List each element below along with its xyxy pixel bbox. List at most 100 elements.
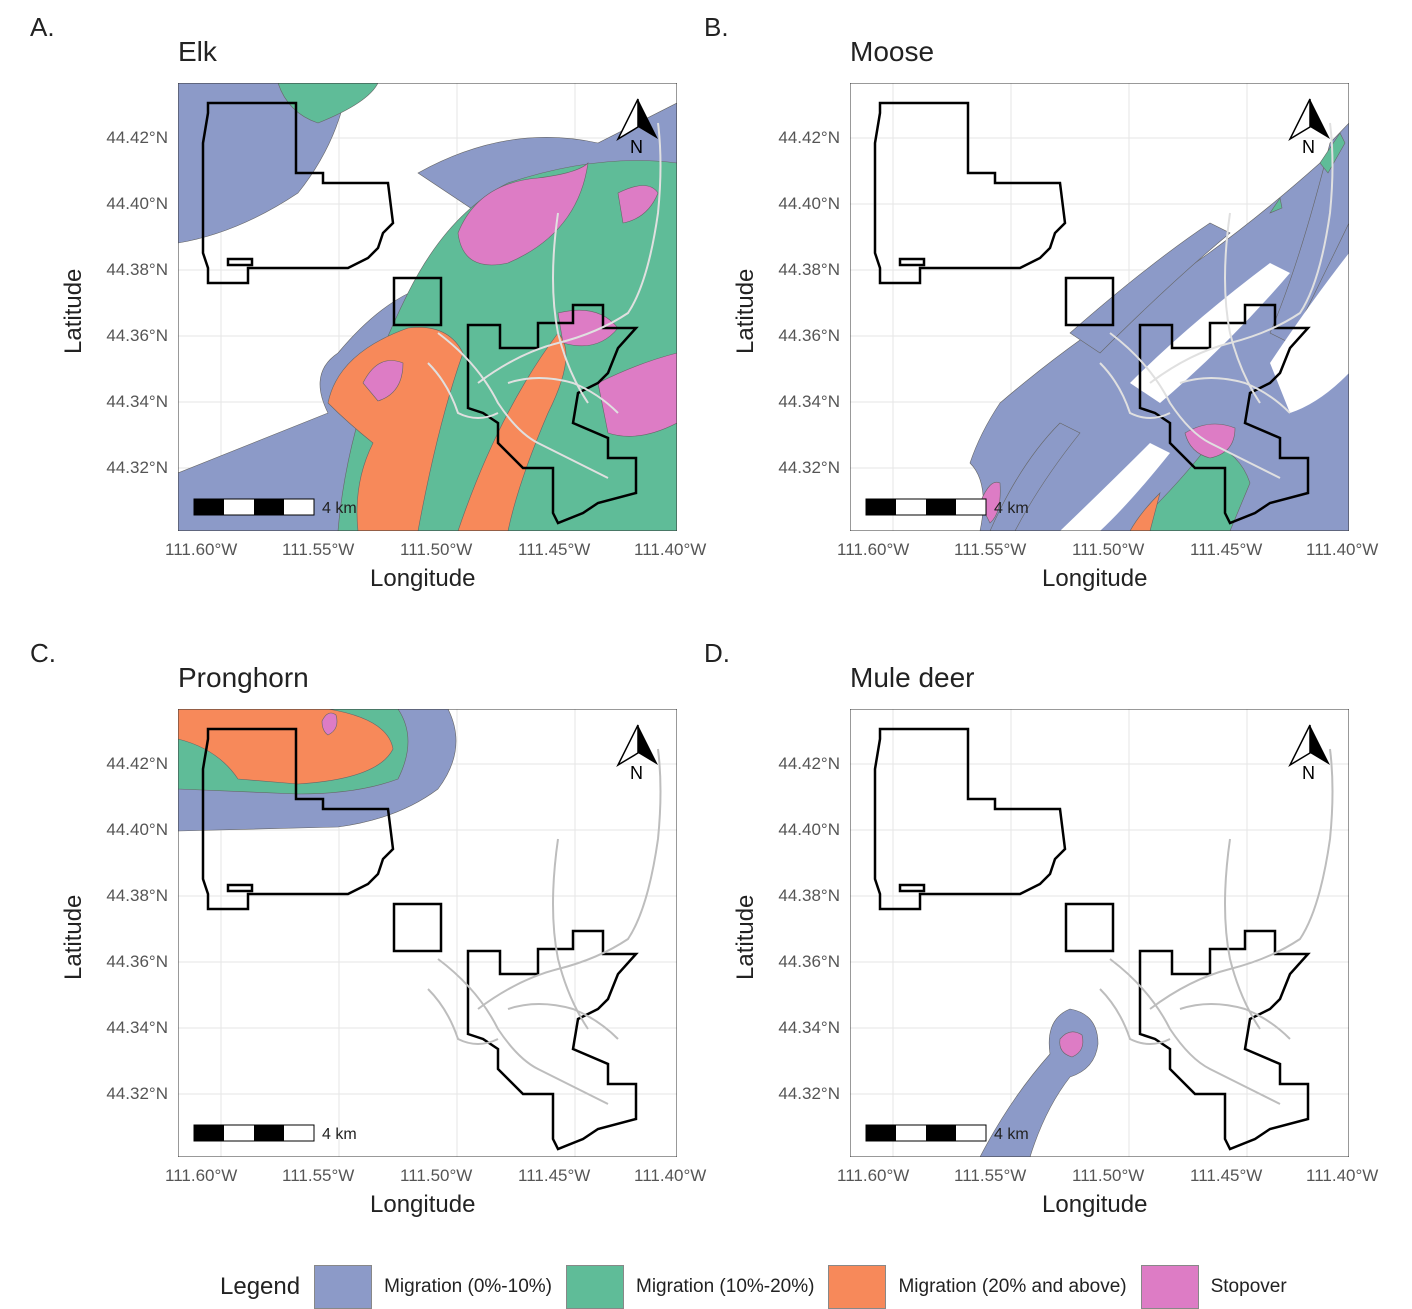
x-tick: 111.55°W bbox=[282, 1166, 355, 1185]
boundary bbox=[201, 101, 639, 525]
north-arrow-label: N bbox=[1302, 137, 1315, 157]
x-tick: 111.60°W bbox=[165, 540, 238, 559]
map-mule-deer: 4 km N bbox=[850, 709, 1349, 1157]
y-tick: 44.36°N bbox=[106, 326, 168, 345]
y-tick: 44.42°N bbox=[106, 754, 168, 773]
y-tick: 44.36°N bbox=[778, 326, 840, 345]
panel-letter: C. bbox=[30, 638, 56, 668]
legend-item-stopover: Stopover bbox=[1140, 1265, 1287, 1309]
y-tick: 44.40°N bbox=[106, 194, 168, 213]
panel-title: Moose bbox=[850, 36, 935, 67]
x-tick: 111.55°W bbox=[954, 540, 1027, 559]
legend-label: Stopover bbox=[1210, 1276, 1287, 1297]
roads bbox=[1099, 122, 1334, 479]
boundary bbox=[873, 727, 1311, 1151]
boundary bbox=[201, 727, 639, 1151]
stopover-area bbox=[321, 712, 338, 736]
legend-swatch bbox=[1140, 1265, 1199, 1309]
legend-item-migration-low: Migration (0%-10%) bbox=[314, 1265, 552, 1309]
stopover-area bbox=[597, 352, 677, 437]
x-axis-label: Longitude bbox=[1042, 565, 1148, 592]
y-tick: 44.32°N bbox=[778, 1084, 840, 1103]
y-tick: 44.34°N bbox=[778, 1018, 840, 1037]
map-pronghorn: 4 km N bbox=[178, 709, 677, 1157]
x-axis-label: Longitude bbox=[1042, 1191, 1148, 1218]
panel-letter: D. bbox=[704, 638, 730, 668]
y-tick: 44.34°N bbox=[778, 392, 840, 411]
legend-label: Migration (20% and above) bbox=[898, 1276, 1127, 1297]
stopover-area bbox=[362, 360, 404, 402]
legend-swatch bbox=[566, 1265, 624, 1309]
x-tick: 111.55°W bbox=[954, 1166, 1027, 1185]
x-tick: 111.45°W bbox=[1190, 540, 1263, 559]
x-tick: 111.55°W bbox=[282, 540, 355, 559]
migration-high-area bbox=[457, 332, 567, 531]
y-tick: 44.34°N bbox=[106, 1018, 168, 1037]
legend-item-migration-mid: Migration (10%-20%) bbox=[566, 1265, 814, 1309]
x-tick: 111.60°W bbox=[165, 1166, 238, 1185]
north-arrow-icon: N bbox=[616, 98, 658, 157]
scale-bar: 4 km bbox=[865, 1124, 1029, 1143]
stopover-area bbox=[617, 185, 659, 224]
north-arrow-icon: N bbox=[1288, 98, 1330, 157]
x-tick: 111.60°W bbox=[837, 1166, 910, 1185]
panel-elk: A. Elk bbox=[0, 0, 706, 620]
scale-bar-label: 4 km bbox=[994, 500, 1029, 517]
map-moose: 4 km N bbox=[850, 83, 1349, 531]
north-arrow-label: N bbox=[1302, 763, 1315, 783]
y-tick: 44.38°N bbox=[778, 260, 840, 279]
y-tick: 44.42°N bbox=[778, 128, 840, 147]
migration-low-area bbox=[1069, 222, 1231, 354]
scale-bar: 4 km bbox=[193, 498, 357, 517]
migration-mid-area bbox=[1269, 197, 1283, 214]
legend-label: Migration (10%-20%) bbox=[636, 1276, 815, 1297]
panel-title: Elk bbox=[178, 36, 217, 67]
y-tick: 44.38°N bbox=[106, 260, 168, 279]
legend: Legend Migration (0%-10%) Migration (10%… bbox=[220, 1265, 1301, 1309]
boundary bbox=[873, 101, 1311, 525]
x-tick: 111.50°W bbox=[400, 1166, 473, 1185]
scale-bar-label: 4 km bbox=[322, 1126, 357, 1143]
panel-pronghorn: C. Pronghorn bbox=[0, 626, 706, 1246]
y-tick: 44.32°N bbox=[106, 1084, 168, 1103]
scale-bar: 4 km bbox=[193, 1124, 357, 1143]
y-tick: 44.34°N bbox=[106, 392, 168, 411]
white-gap bbox=[1060, 443, 1170, 531]
panel-mule-deer: D. Mule deer 4 bbox=[672, 626, 1378, 1246]
legend-swatch bbox=[828, 1265, 887, 1309]
north-arrow-icon: N bbox=[616, 724, 658, 783]
x-tick: 111.40°W bbox=[1306, 540, 1379, 559]
x-tick: 111.50°W bbox=[400, 540, 473, 559]
roads bbox=[427, 122, 662, 479]
scale-bar-label: 4 km bbox=[322, 500, 357, 517]
stopover-area bbox=[1059, 1031, 1084, 1058]
y-tick: 44.38°N bbox=[778, 886, 840, 905]
y-tick: 44.40°N bbox=[778, 820, 840, 839]
white-gap bbox=[1270, 253, 1349, 413]
migration-low-area bbox=[989, 422, 1081, 531]
migration-high-area bbox=[327, 327, 464, 531]
x-tick: 111.40°W bbox=[634, 1166, 707, 1185]
x-tick: 111.45°W bbox=[1190, 1166, 1263, 1185]
map-elk: 4 km N bbox=[178, 83, 677, 531]
y-tick: 44.42°N bbox=[106, 128, 168, 147]
x-tick: 111.45°W bbox=[518, 540, 591, 559]
north-arrow-label: N bbox=[630, 763, 643, 783]
legend-label: Migration (0%-10%) bbox=[384, 1276, 552, 1297]
scale-bar: 4 km bbox=[865, 498, 1029, 517]
legend-title: Legend bbox=[220, 1273, 301, 1300]
migration-high-area bbox=[1129, 492, 1161, 531]
north-arrow-label: N bbox=[630, 137, 643, 157]
migration-mid-area bbox=[277, 83, 379, 124]
x-axis-label: Longitude bbox=[370, 565, 476, 592]
panel-moose: B. Moose bbox=[672, 0, 1378, 620]
panel-title: Pronghorn bbox=[178, 662, 309, 693]
migration-low-area bbox=[1269, 122, 1349, 344]
panel-letter: A. bbox=[30, 12, 55, 42]
y-tick: 44.32°N bbox=[106, 458, 168, 477]
y-tick: 44.42°N bbox=[778, 754, 840, 773]
north-arrow-icon: N bbox=[1288, 724, 1330, 783]
y-tick: 44.36°N bbox=[778, 952, 840, 971]
x-tick: 111.60°W bbox=[837, 540, 910, 559]
y-tick: 44.40°N bbox=[778, 194, 840, 213]
